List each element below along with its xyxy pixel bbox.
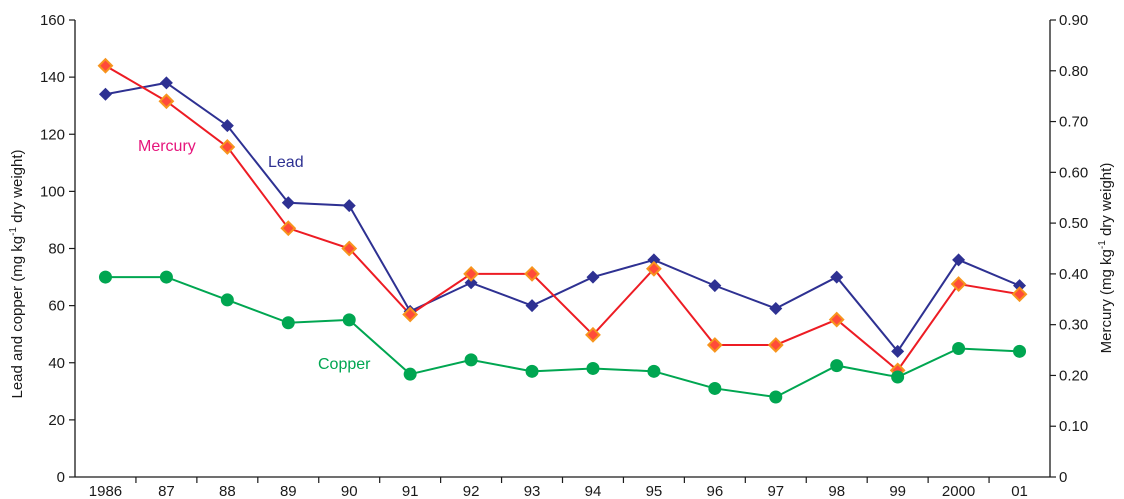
data-point-lead bbox=[708, 279, 722, 293]
left-tick-label: 140 bbox=[40, 69, 65, 86]
data-point-mercury bbox=[767, 337, 784, 353]
x-tick-label: 88 bbox=[219, 483, 236, 499]
left-tick-label: 20 bbox=[48, 412, 65, 429]
right-tick-label: 0 bbox=[1059, 469, 1067, 486]
data-point-copper bbox=[98, 270, 112, 284]
data-point-lead bbox=[891, 344, 905, 358]
left-axis-title-sup: -1 bbox=[8, 227, 19, 236]
data-point-mercury bbox=[706, 337, 723, 353]
data-point-mercury bbox=[524, 265, 540, 282]
right-axis-title-sup: -1 bbox=[1097, 240, 1108, 249]
x-tick-label: 92 bbox=[463, 483, 480, 499]
right-tick-label: 0.10 bbox=[1059, 418, 1088, 435]
data-point-copper bbox=[769, 390, 783, 404]
data-point-copper bbox=[952, 341, 966, 355]
left-tick-label: 0 bbox=[57, 469, 65, 486]
left-axis-title-suffix: dry weight) bbox=[9, 149, 26, 227]
left-tick-label: 100 bbox=[40, 183, 65, 200]
left-tick-label: 120 bbox=[40, 126, 65, 143]
series-line-copper bbox=[105, 276, 1020, 399]
data-point-copper bbox=[647, 364, 661, 378]
x-tick-label: 97 bbox=[767, 483, 784, 499]
data-point-lead bbox=[98, 87, 112, 101]
right-tick-label: 0.60 bbox=[1059, 164, 1088, 181]
right-tick-label: 0.90 bbox=[1059, 12, 1088, 29]
right-tick-label: 0.80 bbox=[1059, 63, 1088, 80]
x-tick-label: 95 bbox=[646, 483, 663, 499]
x-tick-label: 2000 bbox=[942, 483, 975, 499]
right-axis-title-suffix: dry weight) bbox=[1098, 163, 1115, 241]
right-axis-title-main: Mercury (mg kg bbox=[1098, 249, 1115, 353]
data-point-mercury bbox=[341, 240, 358, 257]
data-point-lead bbox=[281, 196, 295, 210]
data-point-copper bbox=[708, 381, 722, 395]
left-axis-title-main: Lead and copper (mg kg bbox=[9, 236, 26, 399]
data-point-lead bbox=[769, 301, 783, 315]
x-tick-label: 91 bbox=[402, 483, 419, 499]
data-point-lead bbox=[647, 253, 661, 267]
left-tick-label: 80 bbox=[48, 241, 65, 258]
left-tick-label: 160 bbox=[40, 12, 65, 29]
right-tick-label: 0.50 bbox=[1059, 215, 1088, 232]
x-tick-label: 87 bbox=[158, 483, 175, 499]
data-point-copper bbox=[464, 353, 478, 367]
series-label-copper: Copper bbox=[318, 356, 371, 373]
x-tick-label: 94 bbox=[585, 483, 602, 499]
series-label-mercury: Mercury bbox=[138, 138, 196, 155]
data-point-copper bbox=[342, 313, 356, 327]
right-tick-label: 0.70 bbox=[1059, 114, 1088, 131]
data-point-lead bbox=[220, 119, 234, 133]
series-line-lead bbox=[105, 81, 1020, 354]
data-point-lead bbox=[464, 276, 478, 290]
data-point-copper bbox=[1013, 344, 1027, 358]
right-tick-label: 0.40 bbox=[1059, 266, 1088, 283]
data-point-mercury bbox=[950, 276, 967, 292]
data-point-copper bbox=[891, 370, 905, 384]
data-point-mercury bbox=[219, 139, 236, 155]
data-point-lead bbox=[586, 270, 600, 284]
data-point-copper bbox=[220, 293, 234, 307]
x-tick-label: 1986 bbox=[89, 483, 122, 499]
axes: 0 20 40 60 80 100 120 140 160 0 0.10 0.20 0.30 0.40 0.… bbox=[40, 12, 1088, 499]
x-tick-label: 99 bbox=[889, 483, 906, 499]
series-markers bbox=[97, 57, 1028, 404]
data-point-mercury bbox=[97, 57, 114, 74]
data-point-copper bbox=[830, 359, 844, 373]
series-lines bbox=[104, 64, 1020, 399]
data-point-mercury bbox=[463, 265, 480, 282]
data-point-mercury bbox=[402, 306, 419, 323]
x-tick-label: 89 bbox=[280, 483, 297, 499]
data-point-mercury bbox=[828, 311, 845, 328]
x-tick-label: 93 bbox=[524, 483, 541, 499]
right-tick-label: 0.30 bbox=[1059, 317, 1088, 334]
series-label-lead: Lead bbox=[268, 154, 304, 171]
data-point-mercury bbox=[1011, 286, 1028, 303]
data-point-copper bbox=[525, 364, 539, 378]
data-point-copper bbox=[159, 270, 173, 284]
x-tick-label: 90 bbox=[341, 483, 358, 499]
data-point-mercury bbox=[645, 260, 662, 277]
data-point-copper bbox=[586, 361, 600, 375]
data-point-lead bbox=[1013, 279, 1027, 293]
data-point-mercury bbox=[280, 220, 297, 237]
right-axis-title: Mercury (mg kg-1 dry weight) bbox=[1097, 163, 1115, 354]
data-point-mercury bbox=[158, 93, 175, 110]
left-axis-title: Lead and copper (mg kg-1 dry weight) bbox=[8, 149, 26, 398]
data-point-lead bbox=[159, 76, 173, 90]
left-tick-label: 40 bbox=[48, 355, 65, 372]
x-tick-label: 96 bbox=[707, 483, 724, 499]
x-tick-label: 98 bbox=[828, 483, 845, 499]
x-tick-label: 01 bbox=[1011, 483, 1028, 499]
data-point-lead bbox=[830, 270, 844, 284]
left-tick-label: 60 bbox=[48, 298, 65, 315]
data-point-copper bbox=[403, 367, 417, 381]
data-point-lead bbox=[952, 253, 966, 267]
data-point-lead bbox=[342, 199, 356, 213]
data-point-lead bbox=[525, 299, 539, 313]
data-point-copper bbox=[281, 316, 295, 330]
series-line-mercury bbox=[104, 64, 1020, 372]
right-tick-label: 0.20 bbox=[1059, 367, 1088, 384]
data-point-mercury bbox=[585, 326, 601, 343]
